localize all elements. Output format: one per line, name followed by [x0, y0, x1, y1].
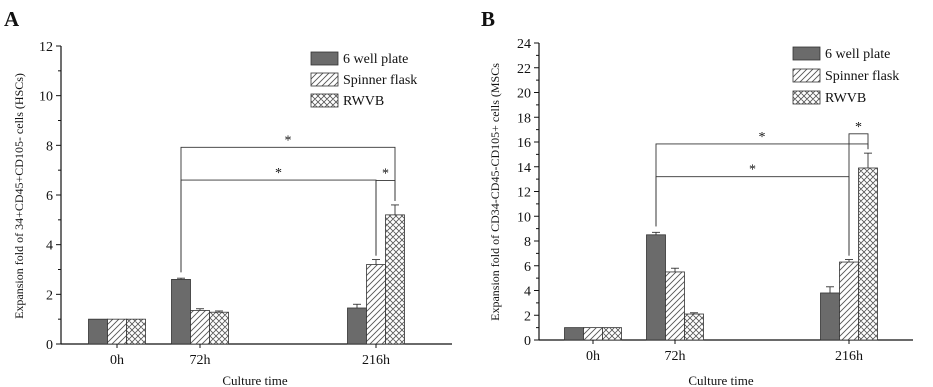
plot-area: * * * [538, 43, 913, 341]
legend-label: RWVB [343, 94, 384, 109]
panel-a: A * * * 0 2 4 6 8 10 12 0h 72h 216h Culture time E… [4, 7, 452, 387]
y-axis-title: Expansion fold of 34+CD45+CD105- cells (… [12, 73, 26, 319]
bar [839, 261, 859, 341]
significance-bracket [655, 143, 869, 227]
legend-swatch [792, 68, 821, 83]
bar [665, 271, 685, 341]
y-tick-label: 10 [39, 90, 53, 105]
y-tick-label: 2 [524, 309, 531, 324]
y-axis: 0 2 4 6 8 10 12 [39, 40, 61, 353]
significance-bracket [848, 133, 869, 256]
x-axis-title: Culture time [688, 373, 754, 387]
x-tick-label: 72h [665, 349, 686, 364]
y-tick-label: 6 [524, 260, 531, 275]
legend-label: 6 well plate [343, 52, 408, 67]
legend-label: RWVB [825, 91, 866, 106]
panel-label: B [481, 7, 495, 31]
legend-swatch [310, 72, 339, 87]
bar [209, 311, 229, 345]
plot-area: * * * [60, 46, 452, 345]
y-tick-label: 12 [39, 40, 53, 55]
y-axis-title: Expansion fold of CD34-CD45-CD105+ cells… [488, 63, 502, 321]
bar [126, 318, 146, 345]
bar [564, 327, 584, 341]
y-tick-label: 14 [517, 161, 531, 176]
significance-label: * [759, 130, 766, 145]
y-tick-label: 8 [46, 139, 53, 154]
significance-label: * [749, 163, 756, 178]
legend-swatch [310, 51, 339, 66]
significance-bracket [375, 180, 396, 256]
bar [646, 234, 666, 341]
x-tick-label: 72h [190, 353, 211, 368]
x-axis: 0h 72h 216h [586, 340, 863, 364]
bar [347, 307, 367, 345]
legend-label: Spinner flask [825, 69, 899, 84]
y-tick-label: 2 [46, 288, 53, 303]
legend-label: Spinner flask [343, 73, 417, 88]
legend: 6 well plate Spinner flask RWVB [310, 51, 417, 109]
significance-bracket [655, 176, 850, 256]
significance-label: * [382, 167, 389, 182]
bar [190, 310, 210, 345]
bar [583, 327, 603, 341]
x-tick-label: 0h [586, 349, 600, 364]
y-tick-label: 12 [517, 186, 531, 201]
bar [107, 318, 127, 345]
bar [820, 292, 840, 341]
y-tick-label: 20 [517, 87, 531, 102]
x-tick-label: 216h [362, 353, 390, 368]
legend: 6 well plate Spinner flask RWVB [792, 46, 899, 106]
bar [602, 327, 622, 341]
legend-swatch [310, 93, 339, 108]
significance-label: * [285, 133, 292, 148]
legend-label: 6 well plate [825, 47, 890, 62]
y-tick-label: 24 [517, 37, 531, 52]
x-tick-label: 216h [835, 349, 863, 364]
bar [858, 167, 878, 341]
significance-label: * [855, 120, 862, 135]
y-tick-label: 6 [46, 189, 53, 204]
y-tick-label: 8 [524, 235, 531, 250]
x-axis-title: Culture time [222, 373, 288, 387]
x-axis: 0h 72h 216h [110, 344, 390, 368]
significance-label: * [275, 166, 282, 181]
x-tick-label: 0h [110, 353, 124, 368]
legend-swatch [792, 46, 821, 61]
bar [88, 318, 108, 345]
y-tick-label: 10 [517, 210, 531, 225]
panel-label: A [4, 7, 20, 31]
bar [684, 313, 704, 341]
y-tick-label: 4 [524, 285, 531, 300]
y-tick-label: 4 [46, 239, 53, 254]
bar [366, 264, 386, 345]
y-tick-label: 0 [46, 338, 53, 353]
y-tick-label: 18 [517, 111, 531, 126]
bar [171, 279, 191, 345]
significance-bracket [180, 179, 377, 273]
legend-swatch [792, 90, 821, 105]
y-tick-label: 0 [524, 334, 531, 349]
y-tick-label: 22 [517, 62, 531, 77]
bar [385, 214, 405, 345]
significance-bracket [180, 146, 396, 273]
y-tick-label: 16 [517, 136, 531, 151]
